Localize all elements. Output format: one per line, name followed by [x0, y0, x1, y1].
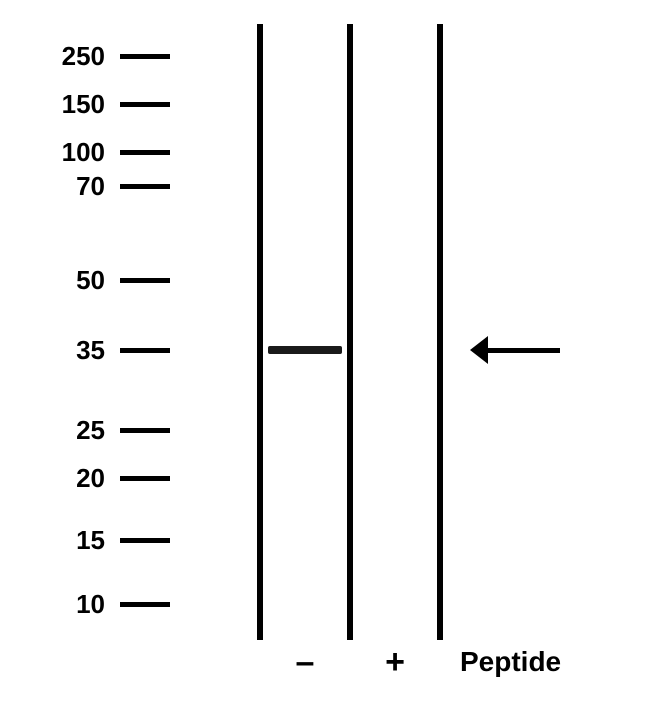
mw-label: 150 — [62, 89, 105, 120]
mw-label: 35 — [76, 335, 105, 366]
mw-tick — [120, 602, 170, 607]
peptide-label: Peptide — [460, 646, 561, 678]
mw-label: 25 — [76, 415, 105, 446]
lane-plus — [350, 24, 440, 640]
westernblot-figure: 250 150 10070 50 35 25 20 15 10 –+ Peptide — [0, 0, 650, 706]
arrow-line — [482, 348, 560, 353]
mw-label: 10 — [76, 589, 105, 620]
mw-label: 70 — [76, 171, 105, 202]
mw-label: 15 — [76, 525, 105, 556]
band — [268, 346, 342, 354]
mw-label: 100 — [62, 137, 105, 168]
mw-tick — [120, 348, 170, 353]
mw-label: 250 — [62, 41, 105, 72]
mw-label: 50 — [76, 265, 105, 296]
arrow-head-icon — [470, 336, 488, 364]
lane-minus — [260, 24, 350, 640]
lane-label-plus: + — [350, 643, 440, 682]
mw-tick — [120, 150, 170, 155]
mw-tick — [120, 538, 170, 543]
mw-tick — [120, 102, 170, 107]
mw-tick — [120, 278, 170, 283]
mw-label: 20 — [76, 463, 105, 494]
mw-tick — [120, 54, 170, 59]
lane-label-minus: – — [260, 643, 350, 682]
mw-tick — [120, 428, 170, 433]
mw-tick — [120, 184, 170, 189]
mw-tick — [120, 476, 170, 481]
